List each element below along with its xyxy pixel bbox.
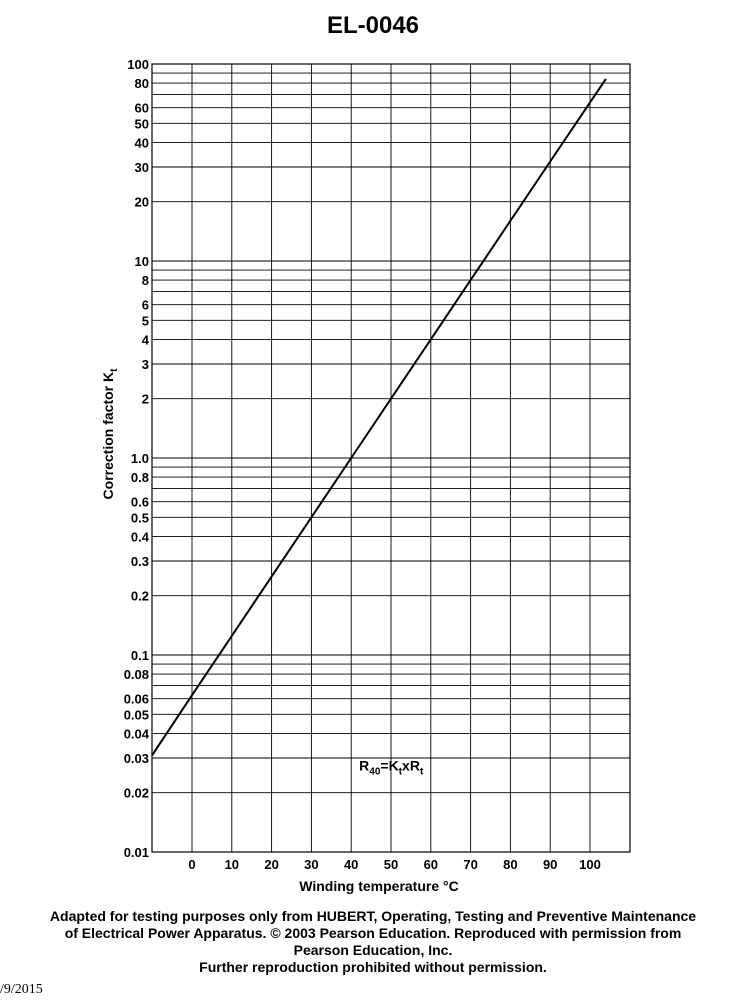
credit-line-1: Adapted for testing purposes only from H… [49, 908, 697, 924]
y-tick-label: 0.04 [124, 726, 150, 741]
grid [152, 63, 630, 853]
y-tick-label: 10 [135, 254, 149, 269]
credit-line-4: Further reproduction prohibited without … [199, 959, 547, 975]
x-tick-labels: 0 10 20 30 40 50 60 70 80 90 100 [188, 857, 600, 872]
y-axis-label: Correction factor Kt [100, 368, 120, 500]
y-tick-label: 60 [135, 101, 149, 116]
x-tick-label: 70 [463, 857, 477, 872]
y-tick-label: 5 [142, 313, 149, 328]
formula-sub-t2: t [420, 766, 424, 777]
plot-frame [151, 63, 631, 853]
y-tick-label: 0.02 [124, 786, 149, 801]
y-tick-label: 20 [135, 195, 149, 210]
y-tick-label: 0.03 [124, 751, 149, 766]
chart-title: EL-0046 [326, 12, 420, 39]
y-tick-label: 0.1 [131, 648, 149, 663]
y-tick-label: 0.4 [131, 529, 150, 544]
y-tick-label: 0.6 [131, 495, 149, 510]
series-line [151, 78, 607, 756]
x-tick-label: 10 [225, 857, 239, 872]
x-tick-label: 0 [188, 857, 195, 872]
y-tick-label: 0.06 [124, 692, 149, 707]
x-tick-label: 30 [304, 857, 318, 872]
y-tick-label: 80 [135, 76, 149, 91]
formula-sub-40: 40 [369, 766, 381, 777]
y-tick-label: 4 [142, 332, 150, 347]
y-tick-label: 50 [135, 116, 149, 131]
credit-line-3: Pearson Education, Inc. [293, 942, 453, 958]
y-tick-label: 0.08 [124, 667, 149, 682]
y-tick-label: 0.05 [124, 707, 149, 722]
y-tick-label: 1.0 [131, 451, 149, 466]
y-tick-labels: 0.01 0.02 0.03 0.04 0.050.06 0.08 0.1 0.2 0.3 0.4… [124, 57, 150, 860]
y-tick-label: 0.01 [124, 845, 149, 860]
y-tick-label: 40 [135, 135, 149, 150]
formula-sub-t1: t [399, 766, 403, 777]
formula-eq: =K [380, 757, 398, 773]
x-tick-label: 40 [344, 857, 358, 872]
y-tick-label: 0.3 [131, 554, 149, 569]
x-tick-label: 100 [579, 857, 601, 872]
x-axis-label: Winding temperature °C [299, 878, 458, 894]
x-tick-label: 80 [503, 857, 517, 872]
formula-annotation: R40=KtxRt [359, 757, 424, 777]
x-tick-label: 20 [264, 857, 278, 872]
y-axis-label-main: Correction factor K [100, 372, 116, 500]
footer-date: /9/2015 [0, 982, 43, 997]
x-tick-label: 50 [384, 857, 398, 872]
x-tick-label: 60 [424, 857, 438, 872]
formula-r: R [359, 757, 369, 773]
y-tick-label: 6 [142, 298, 149, 313]
x-tick-label: 90 [543, 857, 557, 872]
formula-x: xR [402, 757, 420, 773]
credit-text: Adapted for testing purposes only from H… [10, 908, 736, 976]
y-tick-label: 0.8 [131, 470, 149, 485]
y-tick-label: 0.5 [131, 510, 149, 525]
y-tick-label: 8 [142, 273, 149, 288]
y-tick-label: 100 [127, 57, 149, 72]
y-tick-label: 2 [142, 392, 149, 407]
y-tick-label: 3 [142, 357, 149, 372]
y-tick-label: 0.2 [131, 589, 149, 604]
y-axis-label-subscript: t [109, 368, 120, 372]
y-tick-label: 30 [135, 160, 149, 175]
credit-line-2: of Electrical Power Apparatus. © 2003 Pe… [64, 925, 682, 941]
